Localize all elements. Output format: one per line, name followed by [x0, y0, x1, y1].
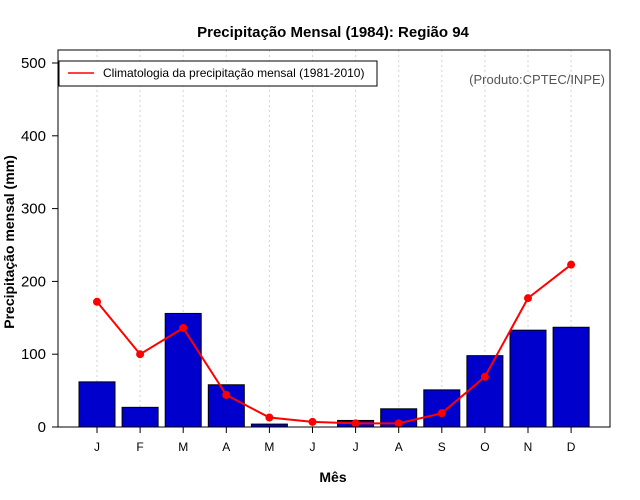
plot-frame [57, 49, 611, 428]
y-tick-label: 100 [21, 346, 46, 363]
bar-10 [466, 355, 504, 428]
climatology-point-9 [437, 409, 446, 418]
y-tick-label: 400 [21, 128, 46, 145]
climatology-point-3 [179, 323, 188, 332]
x-tick-label: S [438, 440, 446, 454]
legend-entry-climatology: Climatologia da precipitação mensal (198… [103, 66, 364, 80]
bar-11 [509, 329, 547, 428]
y-tick-label: 0 [38, 419, 46, 436]
x-tick-label: M [264, 440, 274, 454]
climatology-point-7 [351, 419, 360, 428]
legend-box [58, 60, 378, 87]
climatology-line [96, 263, 572, 425]
chart-title: Precipitação Mensal (1984): Região 94 [197, 24, 469, 41]
climatology-point-4 [222, 390, 231, 399]
climatology-point-1 [93, 297, 101, 306]
y-tick-label: 300 [21, 201, 46, 218]
x-tick-label: J [310, 440, 316, 454]
climatology-point-11 [524, 294, 532, 303]
climatology-point-8 [394, 419, 403, 428]
climatology-point-5 [265, 413, 274, 422]
bar-9 [423, 389, 461, 428]
x-tick-label: J [353, 440, 359, 454]
bar-2 [121, 406, 159, 428]
bar-3 [164, 312, 202, 428]
x-tick-label: M [178, 440, 188, 454]
y-axis-label: Precipitação mensal (mm) [1, 155, 17, 329]
y-tick-label: 500 [21, 55, 46, 72]
x-tick-label: O [480, 440, 489, 454]
climatology-series [93, 260, 576, 428]
legend: Climatologia da precipitação mensal (198… [58, 60, 378, 87]
x-tick-label: J [94, 440, 100, 454]
x-axis-label: Mês [319, 469, 346, 485]
x-tick-label: A [395, 440, 403, 454]
climatology-point-6 [308, 417, 317, 426]
climatology-point-10 [480, 372, 489, 381]
climatology-point-12 [567, 260, 576, 269]
y-axis: 0 100 200 300 400 500 [21, 55, 58, 436]
x-tick-label: A [222, 440, 230, 454]
bar-12 [552, 326, 590, 428]
x-tick-label: F [136, 440, 143, 454]
bar-series [78, 312, 590, 428]
bar-1 [78, 381, 116, 428]
x-tick-label: D [567, 440, 576, 454]
climatology-point-2 [136, 350, 145, 359]
y-tick-label: 200 [21, 273, 46, 290]
x-tick-label: N [524, 440, 533, 454]
product-credit: (Produto:CPTEC/INPE) [469, 72, 605, 87]
